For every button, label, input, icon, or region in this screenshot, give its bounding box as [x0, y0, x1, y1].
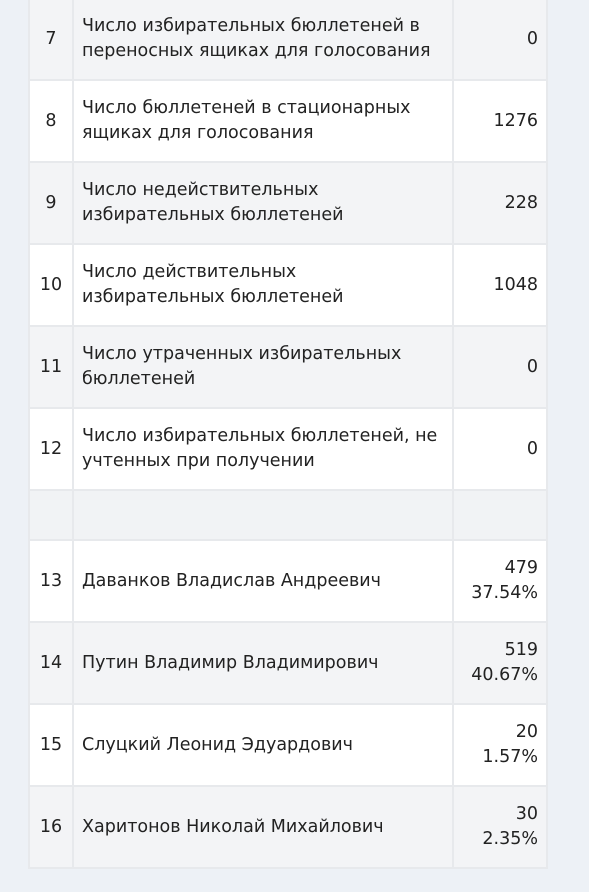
row-value: 0: [452, 325, 548, 409]
table-row: 7 Число избирательных бюллетеней в перен…: [28, 0, 548, 81]
row-label: Число утраченных избирательных бюллетене…: [72, 325, 454, 409]
spacer-cell: [452, 489, 548, 541]
table-row: 11 Число утраченных избирательных бюллет…: [28, 325, 548, 409]
vote-percent: 40.67%: [471, 665, 538, 685]
candidate-name: Харитонов Николай Михайлович: [72, 785, 454, 869]
row-value: 0: [452, 407, 548, 491]
row-number: 15: [28, 703, 74, 787]
table-row: 10 Число действительных избирательных бю…: [28, 243, 548, 327]
row-value: 0: [452, 0, 548, 81]
row-value: 228: [452, 161, 548, 245]
candidate-result: 479 37.54%: [452, 539, 548, 623]
candidate-row: 13 Даванков Владислав Андреевич 479 37.5…: [28, 539, 548, 623]
row-number: 7: [28, 0, 74, 81]
candidate-row: 16 Харитонов Николай Михайлович 30 2.35%: [28, 785, 548, 869]
vote-percent: 37.54%: [471, 583, 538, 603]
table-spacer-row: [28, 489, 548, 541]
candidate-result: 519 40.67%: [452, 621, 548, 705]
candidate-name: Путин Владимир Владимирович: [72, 621, 454, 705]
vote-count: 519: [504, 640, 538, 660]
vote-count: 30: [515, 804, 538, 824]
row-number: 11: [28, 325, 74, 409]
candidate-row: 15 Слуцкий Леонид Эдуардович 20 1.57%: [28, 703, 548, 787]
row-label: Число действительных избирательных бюлле…: [72, 243, 454, 327]
table-row: 9 Число недействительных избирательных б…: [28, 161, 548, 245]
row-label: Число избирательных бюллетеней в перенос…: [72, 0, 454, 81]
row-label: Число недействительных избирательных бюл…: [72, 161, 454, 245]
row-number: 16: [28, 785, 74, 869]
row-label: Число бюллетеней в стационарных ящиках д…: [72, 79, 454, 163]
candidate-result: 20 1.57%: [452, 703, 548, 787]
row-number: 10: [28, 243, 74, 327]
row-number: 8: [28, 79, 74, 163]
spacer-cell: [28, 489, 74, 541]
election-results-table: 7 Число избирательных бюллетеней в перен…: [28, 0, 548, 869]
table-row: 12 Число избирательных бюллетеней, не уч…: [28, 407, 548, 491]
spacer-cell: [72, 489, 454, 541]
row-number: 14: [28, 621, 74, 705]
row-number: 9: [28, 161, 74, 245]
candidate-name: Даванков Владислав Андреевич: [72, 539, 454, 623]
row-value: 1276: [452, 79, 548, 163]
vote-count: 20: [515, 722, 538, 742]
vote-count: 479: [504, 558, 538, 578]
candidate-name: Слуцкий Леонид Эдуардович: [72, 703, 454, 787]
row-value: 1048: [452, 243, 548, 327]
row-number: 12: [28, 407, 74, 491]
candidate-row: 14 Путин Владимир Владимирович 519 40.67…: [28, 621, 548, 705]
table-row: 8 Число бюллетеней в стационарных ящиках…: [28, 79, 548, 163]
row-label: Число избирательных бюллетеней, не учтен…: [72, 407, 454, 491]
vote-percent: 2.35%: [482, 829, 538, 849]
candidate-result: 30 2.35%: [452, 785, 548, 869]
row-number: 13: [28, 539, 74, 623]
vote-percent: 1.57%: [482, 747, 538, 767]
